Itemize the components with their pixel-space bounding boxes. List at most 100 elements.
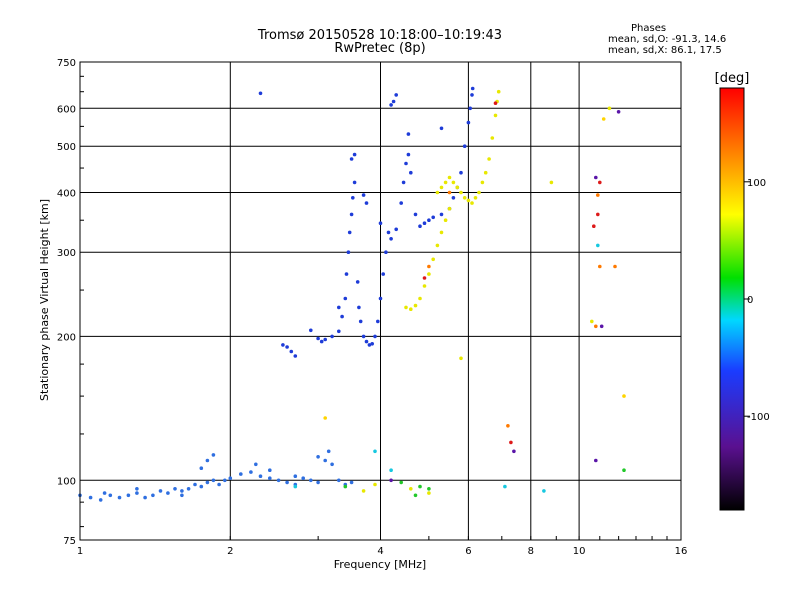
data-point	[592, 224, 596, 228]
data-point	[613, 264, 617, 269]
data-point	[323, 458, 328, 463]
data-point	[418, 484, 422, 489]
data-point	[394, 93, 399, 97]
data-point	[391, 99, 396, 104]
data-point	[346, 250, 351, 254]
data-point	[143, 495, 147, 500]
data-point	[117, 495, 122, 500]
data-point	[357, 305, 361, 310]
data-point	[193, 482, 197, 487]
data-point	[309, 478, 313, 483]
data-point	[596, 212, 600, 217]
data-point	[596, 243, 600, 248]
data-point	[490, 136, 495, 140]
data-point	[358, 319, 363, 324]
data-point	[337, 305, 341, 310]
data-point	[439, 185, 444, 190]
data-point	[343, 296, 348, 301]
data-point	[503, 484, 507, 489]
data-point	[470, 86, 475, 91]
data-point	[439, 126, 444, 131]
data-point	[268, 468, 272, 473]
data-point	[186, 487, 191, 491]
data-point	[319, 339, 324, 344]
data-point	[349, 480, 354, 485]
data-point	[599, 324, 604, 329]
data-point	[509, 440, 513, 445]
y-tick-label: 600	[57, 104, 76, 115]
data-point	[616, 110, 621, 114]
data-point	[468, 106, 473, 111]
data-point	[364, 339, 369, 344]
data-point	[88, 495, 93, 500]
data-point	[384, 250, 388, 254]
data-point	[373, 449, 377, 454]
data-point	[427, 272, 431, 276]
data-point	[151, 493, 155, 498]
data-point	[470, 93, 474, 97]
data-point	[293, 474, 298, 479]
data-point	[355, 280, 360, 284]
y-tick-label: 750	[57, 58, 76, 69]
data-point	[389, 237, 393, 241]
data-point	[493, 113, 498, 118]
data-point	[199, 466, 204, 471]
colorbar-gradient	[719, 87, 745, 511]
data-point	[435, 243, 440, 248]
data-point	[466, 198, 471, 203]
data-point	[447, 175, 452, 180]
data-point	[316, 336, 320, 341]
y-tick-label: 300	[57, 248, 76, 259]
data-point	[496, 89, 501, 94]
data-point	[406, 152, 411, 157]
data-point	[590, 319, 594, 324]
data-point	[180, 493, 184, 498]
data-point	[378, 296, 383, 301]
data-point	[480, 180, 485, 185]
data-point	[285, 480, 289, 485]
data-point	[409, 170, 413, 175]
data-point	[422, 276, 427, 280]
data-point	[281, 343, 285, 347]
data-point	[470, 201, 474, 205]
colorbar-ticks: 100 0 -100	[744, 178, 770, 423]
data-point	[364, 201, 369, 205]
colorbar-title: [deg]	[715, 71, 750, 86]
data-point	[173, 487, 177, 491]
data-point	[349, 212, 354, 217]
data-point	[343, 484, 348, 489]
y-tick-label: 75	[63, 536, 76, 547]
data-point	[512, 449, 516, 454]
data-point	[399, 201, 404, 205]
data-point	[622, 394, 626, 398]
data-point	[293, 484, 298, 489]
data-point	[351, 196, 355, 200]
data-point	[443, 218, 448, 222]
data-point	[406, 132, 411, 136]
data-point	[462, 144, 467, 148]
data-point	[217, 482, 221, 487]
data-point	[349, 157, 354, 161]
data-point	[337, 329, 341, 334]
data-point	[135, 487, 139, 491]
data-point	[361, 334, 366, 339]
data-point	[439, 212, 444, 217]
data-point	[285, 345, 289, 349]
data-point	[473, 196, 478, 200]
data-point	[102, 491, 107, 495]
data-point	[228, 476, 233, 481]
data-point	[376, 319, 380, 324]
y-axis-label: Stationary phase Virtual Height [km]	[38, 199, 51, 401]
data-point	[347, 230, 352, 235]
data-point	[622, 468, 626, 473]
data-point	[326, 449, 331, 454]
colorbar-tick-label: -100	[747, 412, 770, 423]
data-point	[386, 230, 391, 235]
data-point	[381, 272, 386, 276]
data-point	[447, 206, 452, 211]
data-point	[404, 305, 408, 310]
data-point	[211, 453, 216, 457]
data-point	[409, 487, 413, 491]
y-tick-label: 100	[57, 476, 76, 487]
data-point	[108, 493, 113, 498]
